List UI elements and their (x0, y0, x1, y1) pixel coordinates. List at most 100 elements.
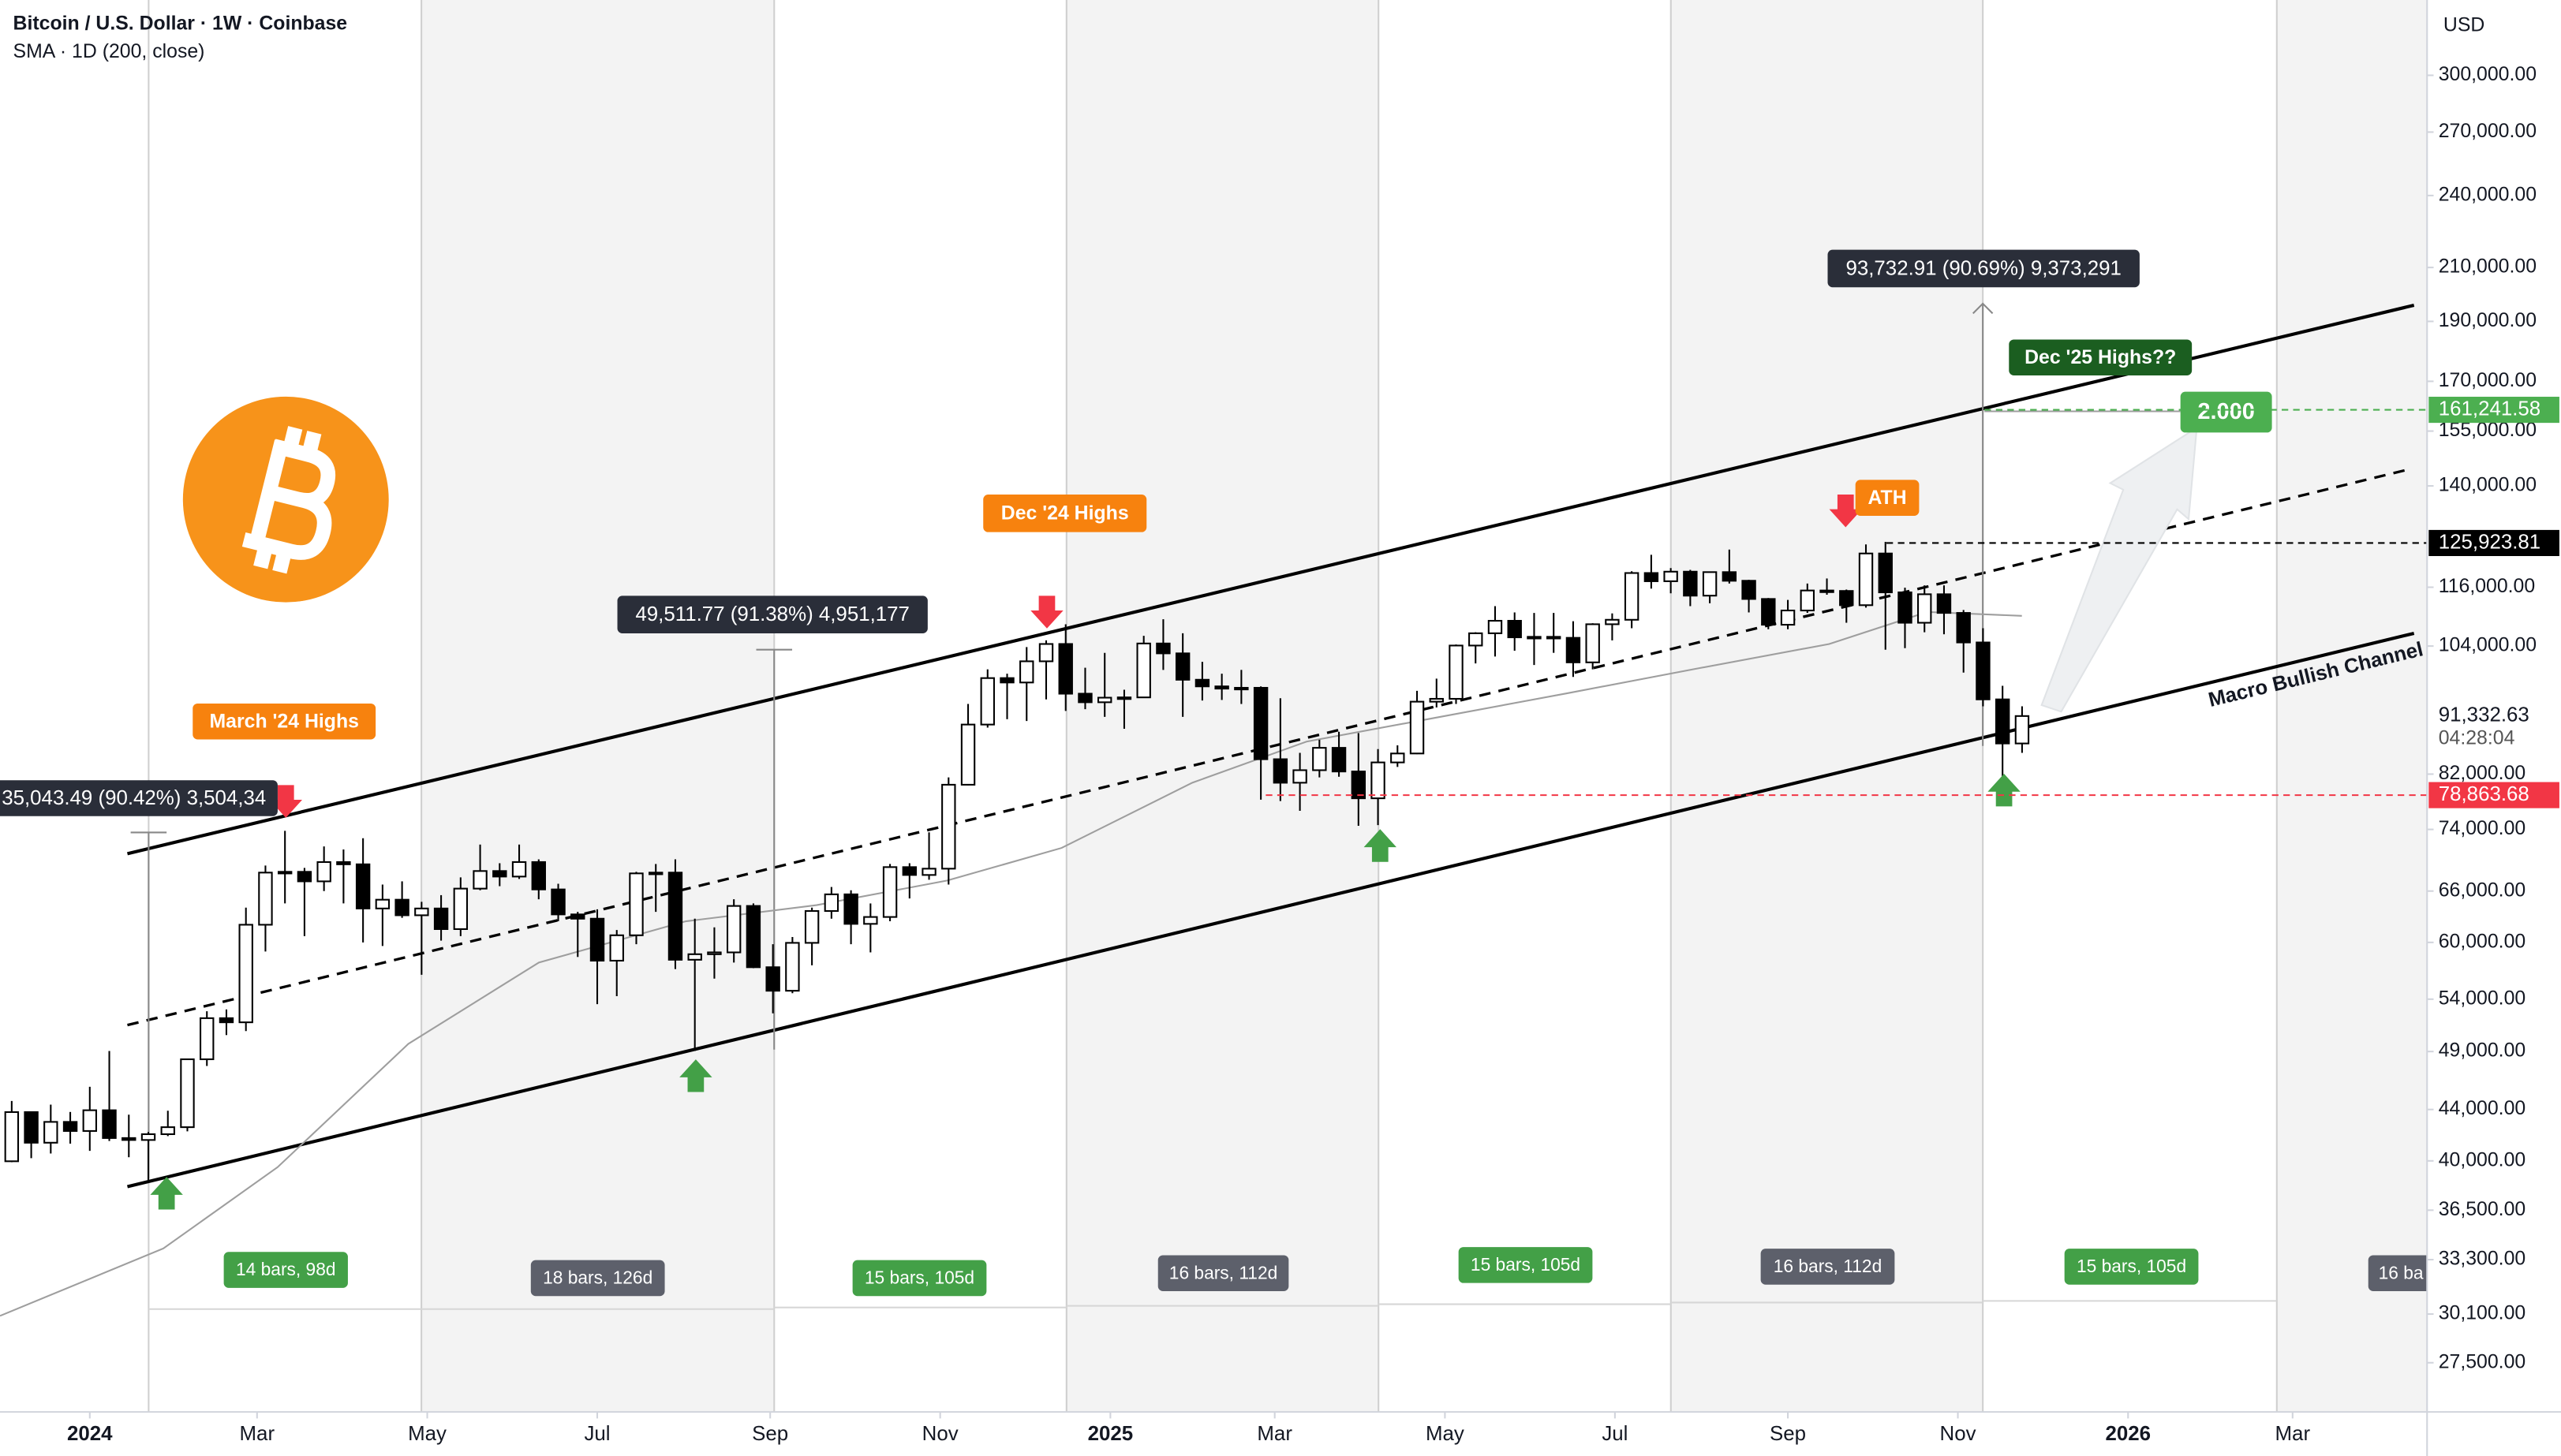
candle-body (1683, 570, 1698, 597)
candle-body (1527, 636, 1542, 640)
candle-body (1214, 685, 1229, 690)
candle-body (1585, 623, 1600, 663)
measure-label-box (617, 595, 928, 633)
currency-label: USD (2443, 15, 2484, 36)
y-tick-label: 54,000.00 (2439, 987, 2525, 1009)
candle-body (1761, 598, 1776, 626)
y-tick-label: 190,000.00 (2439, 310, 2537, 331)
candle-body (238, 924, 253, 1024)
x-tick-label: 2024 (67, 1423, 113, 1445)
candle-body (1663, 570, 1678, 582)
session-bands (148, 0, 2428, 1413)
annotation-box (2180, 391, 2272, 433)
candle-body (1136, 642, 1151, 699)
bar-count: 15 bars, 105d (2077, 1256, 2186, 1276)
annotation-box (2009, 339, 2193, 375)
up-arrow (1987, 773, 2021, 807)
x-tick-label: Sep (752, 1423, 788, 1445)
candle-body (629, 872, 644, 936)
annotation: Dec '25 Highs?? (2024, 347, 2176, 368)
up-arrow (150, 1177, 183, 1210)
candle-body (1019, 660, 1034, 684)
candle-body (649, 872, 664, 875)
candle-body (1370, 761, 1385, 800)
candle-body (1058, 643, 1073, 695)
indicator-legend: SMA · 1D (200, close) (13, 41, 205, 62)
candle-body (1780, 609, 1796, 626)
x-tick-label: May (1426, 1423, 1464, 1445)
x-tick-label: Mar (2275, 1423, 2311, 1445)
x-tick-label: Jul (584, 1423, 610, 1445)
candle-body (492, 870, 507, 878)
x-tick-label: Sep (1770, 1423, 1806, 1445)
y-tick-label: 300,000.00 (2439, 64, 2537, 85)
y-tick-label: 36,500.00 (2439, 1199, 2525, 1220)
bar-count: 16 bars, 112d (1169, 1262, 1277, 1282)
candle-body (667, 872, 683, 961)
price-box-label: 161,241.58 (2439, 398, 2540, 420)
candle-body (1878, 552, 1893, 594)
measure-cap (1972, 302, 1994, 315)
x-tick-label: Mar (1257, 1423, 1292, 1445)
band (2276, 0, 2428, 1413)
annotation-box (1855, 480, 1920, 516)
price-box-label: 78,863.68 (2439, 783, 2529, 805)
candle-body (746, 905, 761, 969)
candle-body (1175, 652, 1191, 681)
y-tick-label: 82,000.00 (2439, 763, 2525, 784)
candle-body (1331, 747, 1347, 773)
candle-body (1292, 769, 1307, 784)
candle-body (433, 907, 449, 931)
price-box (2428, 782, 2559, 808)
candle-body (258, 872, 273, 926)
measure-label-box (0, 780, 278, 816)
candle-body (1312, 747, 1327, 771)
candle-body (1956, 612, 1971, 644)
y-tick-label: 27,500.00 (2439, 1351, 2525, 1372)
y-tick-label: 44,000.00 (2439, 1098, 2525, 1119)
logo-glyph (241, 426, 335, 574)
y-tick-label: 270,000.00 (2439, 121, 2537, 142)
candle-body (277, 871, 293, 875)
candle-body (1917, 593, 1932, 624)
price-box-label: 125,923.81 (2439, 531, 2540, 553)
candle-body (160, 1126, 175, 1136)
x-tick-label: Mar (240, 1423, 275, 1445)
y-tick-label: 66,000.00 (2439, 879, 2525, 901)
annotation: Dec '24 Highs (1001, 502, 1129, 524)
y-tick-label: 240,000.00 (2439, 184, 2537, 205)
countdown-label: 04:28:04 (2439, 727, 2515, 749)
candle-body (687, 953, 702, 961)
y-tick-label: 33,300.00 (2439, 1249, 2525, 1270)
candle-body (1976, 641, 1991, 700)
annotation-box (193, 703, 376, 740)
down-arrow (1829, 495, 1862, 528)
candle-body (375, 898, 391, 909)
candle-body (1156, 642, 1171, 655)
candle-body (882, 866, 898, 918)
candle-body (570, 913, 585, 920)
y-tick-label: 104,000.00 (2439, 635, 2537, 656)
up-arrow (679, 1059, 712, 1092)
cycle-arrows (148, 1300, 2277, 1310)
candle-body (1605, 618, 1620, 625)
candle-body (1624, 572, 1639, 621)
candle-body (82, 1109, 97, 1132)
x-tick-label: Nov (922, 1423, 959, 1445)
x-tick-label: 2026 (2105, 1423, 2151, 1445)
y-tick-label: 74,000.00 (2439, 818, 2525, 839)
candle-body (1936, 593, 1952, 614)
candle-body (1487, 620, 1503, 634)
bar-count-box (1760, 1249, 1895, 1285)
chart-title: Bitcoin / U.S. Dollar · 1W · Coinbase (13, 13, 348, 35)
price-box (2428, 397, 2559, 424)
candle-body (1819, 589, 1834, 593)
y-tick-label: 155,000.00 (2439, 420, 2537, 441)
x-tick-label: Jul (1602, 1423, 1628, 1445)
candle-body (140, 1133, 156, 1141)
y-tick-label: 60,000.00 (2439, 931, 2525, 952)
band (1670, 0, 1983, 1413)
candle-body (102, 1109, 117, 1139)
down-arrow (1030, 595, 1064, 629)
candle-body (4, 1111, 20, 1163)
